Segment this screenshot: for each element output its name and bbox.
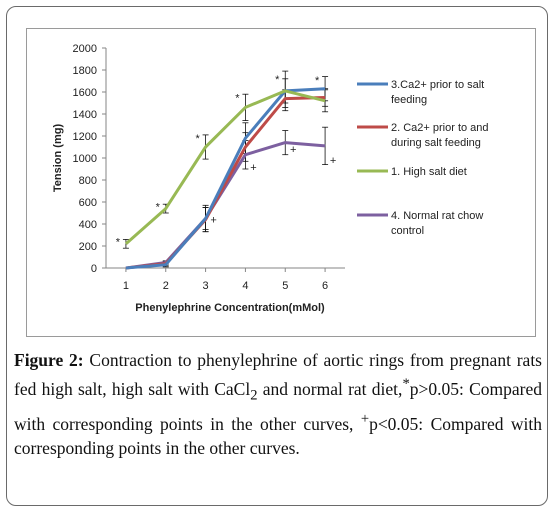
figure-frame <box>6 6 548 506</box>
significance-marker: * <box>275 74 280 86</box>
y-tick-label: 0 <box>91 263 97 275</box>
y-tick-label: 400 <box>79 219 97 231</box>
series-line-1 <box>125 87 326 270</box>
significance-marker: * <box>116 237 121 249</box>
caption-text-1: Contraction to phenylephrine of aortic r… <box>14 350 542 399</box>
significance-marker: + <box>330 155 336 167</box>
caption-text-2: and normal rat diet, <box>257 378 403 399</box>
caption-subscript: 2 <box>250 387 258 404</box>
significance-marker: * <box>315 75 320 87</box>
caption-text-3: p>0.05: Compared with corresponding poin… <box>14 378 542 435</box>
y-tick-label: 1000 <box>73 153 97 165</box>
legend-label-2: 2. Ca2+ prior to and during salt feeding <box>391 122 489 149</box>
significance-marker: * <box>195 133 200 145</box>
figure-caption: Figure 2: Contraction to phenylephrine o… <box>14 348 542 460</box>
legend-label-1: 3.Ca2+ prior to salt feeding <box>391 79 484 106</box>
significance-marker: * <box>156 201 161 213</box>
y-tick-label: 800 <box>79 175 97 187</box>
x-axis-title: Phenylephrine Concentration(mMol) <box>135 302 325 314</box>
series-line-3 <box>124 89 326 245</box>
x-tick-label: 4 <box>242 280 248 292</box>
significance-marker: + <box>290 144 296 156</box>
legend-label-4: 4. Normal rat chow control <box>391 210 483 237</box>
y-tick-label: 1600 <box>73 87 97 99</box>
legend-label-3: 1. High salt diet <box>391 166 467 178</box>
caption-sup-star: * <box>402 376 410 392</box>
significance-marker: + <box>210 215 216 227</box>
significance-marker: * <box>235 93 240 105</box>
line-chart: 0 200 400 600 800 1000 1200 1400 1600 1800 2000 1 2 3… <box>52 43 489 314</box>
x-tick-label: 1 <box>123 280 129 292</box>
y-tick-label: 2000 <box>73 43 97 55</box>
y-tick-label: 200 <box>79 241 97 253</box>
caption-sup-plus: + <box>360 411 370 428</box>
caption-text-4: p<0.05: Compared with corresponding poin… <box>14 414 542 459</box>
x-tick-label: 2 <box>163 280 169 292</box>
y-tick-label: 1800 <box>73 65 97 77</box>
x-tick-label: 3 <box>203 280 209 292</box>
chart-area <box>26 28 536 337</box>
y-tick-label: 1400 <box>73 109 97 121</box>
series-line-2 <box>125 96 326 270</box>
x-tick-label: 6 <box>322 280 328 292</box>
caption-label: Figure 2: <box>14 350 84 370</box>
significance-marker: + <box>250 162 256 174</box>
y-tick-label: 600 <box>79 197 97 209</box>
y-axis-title: Tension (mg) <box>52 124 64 193</box>
x-tick-label: 5 <box>282 280 288 292</box>
y-tick-label: 1200 <box>73 131 97 143</box>
